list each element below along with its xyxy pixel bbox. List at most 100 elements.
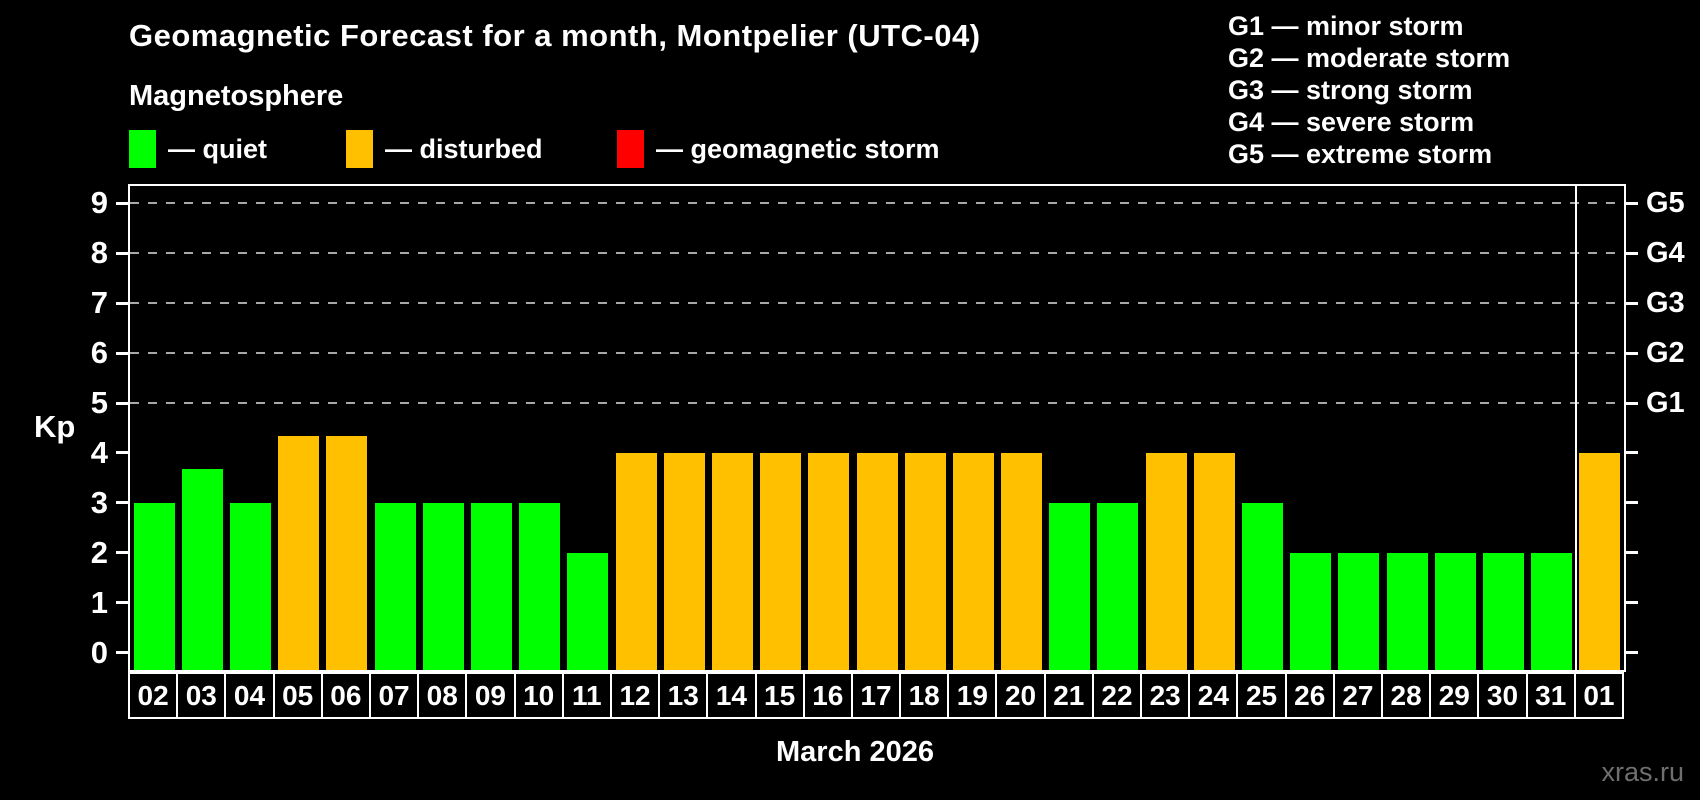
y-tick-label-3: 3 <box>90 484 108 520</box>
right-axis-tick-4 <box>1626 451 1638 455</box>
g-legend-line-2: G2 — moderate storm <box>1228 43 1511 73</box>
g-legend-line-4: G4 — severe storm <box>1228 107 1475 137</box>
y-axis-tick-7 <box>116 301 128 305</box>
kp-bar-day-03 <box>181 469 223 670</box>
right-axis-tick-6 <box>1626 351 1638 355</box>
kp-bar-day-22 <box>1097 502 1139 670</box>
day-label-cell-31: 31 <box>1525 672 1576 719</box>
kp-bar-day-29 <box>1434 552 1476 670</box>
g-legend-line-5: G5 — extreme storm <box>1228 139 1493 169</box>
kp-bar-day-04 <box>229 502 271 670</box>
disturbed-swatch <box>346 130 373 168</box>
day-label-cell-26: 26 <box>1284 672 1335 719</box>
kp-bar-day-25 <box>1242 502 1284 670</box>
right-axis-tick-7 <box>1626 301 1638 305</box>
chart-title: Geomagnetic Forecast for a month, Montpe… <box>129 18 981 53</box>
y-axis-tick-1 <box>116 601 128 605</box>
kp-bar-day-31 <box>1531 552 1573 670</box>
magnetosphere-legend: — quiet — disturbed — geomagnetic storm <box>129 130 1089 172</box>
y-tick-label-4: 4 <box>90 434 108 470</box>
day-label-cell-10: 10 <box>513 672 564 719</box>
kp-bar-day-23 <box>1145 452 1187 670</box>
gridline-kp-6 <box>130 352 1624 355</box>
y-tick-label-5: 5 <box>90 385 108 421</box>
day-label-cell-18: 18 <box>899 672 950 719</box>
day-label-cell-20: 20 <box>995 672 1046 719</box>
kp-bar-day-17 <box>856 452 898 670</box>
legend-item-storm: — geomagnetic storm <box>617 130 940 168</box>
g-legend-line-1: G1 — minor storm <box>1228 11 1464 41</box>
day-label-cell-16: 16 <box>802 672 853 719</box>
day-label-cell-08: 08 <box>417 672 468 719</box>
right-axis-tick-3 <box>1626 501 1638 505</box>
y-axis-title: Kp <box>34 409 76 444</box>
day-label-cell-24: 24 <box>1188 672 1239 719</box>
g-scale-legend: G1 — minor storm G2 — moderate storm G3 — … <box>1228 10 1510 170</box>
y-axis-tick-6 <box>116 351 128 355</box>
y-axis-tick-0 <box>116 651 128 655</box>
x-axis-title: March 2026 <box>776 736 934 768</box>
g-scale-label-G2: G2 <box>1646 337 1685 370</box>
gridline-kp-5 <box>130 402 1624 405</box>
right-axis-tick-0 <box>1626 651 1638 655</box>
y-tick-label-6: 6 <box>90 335 108 371</box>
y-tick-label-7: 7 <box>90 285 108 321</box>
kp-bar-day-15 <box>760 452 802 670</box>
chart-subtitle: Magnetosphere <box>129 80 344 112</box>
kp-bar-day-14 <box>711 452 753 670</box>
y-axis-tick-8 <box>116 251 128 255</box>
y-axis-tick-2 <box>116 551 128 555</box>
y-tick-label-9: 9 <box>90 185 108 221</box>
day-label-cell-06: 06 <box>320 672 371 719</box>
y-axis-tick-3 <box>116 501 128 505</box>
month-separator <box>1574 186 1577 670</box>
day-label-cell-02: 02 <box>128 672 179 719</box>
day-label-cell-13: 13 <box>658 672 709 719</box>
kp-bar-day-05 <box>278 436 320 670</box>
g-scale-label-G3: G3 <box>1646 287 1685 320</box>
kp-bar-day-24 <box>1193 452 1235 670</box>
kp-bar-day-12 <box>615 452 657 670</box>
day-label-cell-11: 11 <box>561 672 612 719</box>
y-axis-tick-5 <box>116 401 128 405</box>
day-label-cell-07: 07 <box>368 672 420 719</box>
gridline-kp-8 <box>130 252 1624 255</box>
y-tick-label-0: 0 <box>90 634 108 670</box>
day-label-cell-05: 05 <box>272 672 323 719</box>
right-axis-tick-2 <box>1626 551 1638 555</box>
watermark: xras.ru <box>1601 757 1684 787</box>
day-label-cell-09: 09 <box>465 672 516 719</box>
kp-bar-day-21 <box>1049 502 1091 670</box>
kp-bar-day-01 <box>1579 452 1621 670</box>
day-label-cell-15: 15 <box>754 672 805 719</box>
day-label-cell-27: 27 <box>1332 672 1384 719</box>
kp-bar-day-11 <box>567 552 609 670</box>
kp-bar-day-09 <box>470 502 512 670</box>
day-label-cell-29: 29 <box>1429 672 1480 719</box>
day-label-cell-25: 25 <box>1236 672 1287 719</box>
g-scale-label-G1: G1 <box>1646 387 1685 420</box>
kp-bar-day-06 <box>326 436 368 670</box>
y-tick-label-8: 8 <box>90 235 108 271</box>
legend-label-storm: — geomagnetic storm <box>656 133 940 164</box>
right-axis-tick-1 <box>1626 601 1638 605</box>
kp-bar-day-30 <box>1483 552 1525 670</box>
kp-bar-day-18 <box>904 452 946 670</box>
legend-label-disturbed: — disturbed <box>385 133 543 164</box>
day-label-cell-30: 30 <box>1477 672 1528 719</box>
y-tick-label-2: 2 <box>90 534 108 570</box>
gridline-kp-9 <box>130 202 1624 205</box>
kp-bar-day-20 <box>1001 452 1043 670</box>
day-label-cell-17: 17 <box>850 672 902 719</box>
day-label-cell-14: 14 <box>706 672 757 719</box>
g-scale-label-G5: G5 <box>1646 187 1685 220</box>
kp-bar-day-08 <box>422 502 464 670</box>
g-legend-line-3: G3 — strong storm <box>1228 75 1473 105</box>
kp-bar-day-26 <box>1290 552 1332 670</box>
plot-area <box>128 184 1626 672</box>
right-axis-tick-5 <box>1626 401 1638 405</box>
legend-item-disturbed: — disturbed <box>346 130 543 168</box>
y-axis-tick-4 <box>116 451 128 455</box>
day-label-cell-28: 28 <box>1381 672 1432 719</box>
